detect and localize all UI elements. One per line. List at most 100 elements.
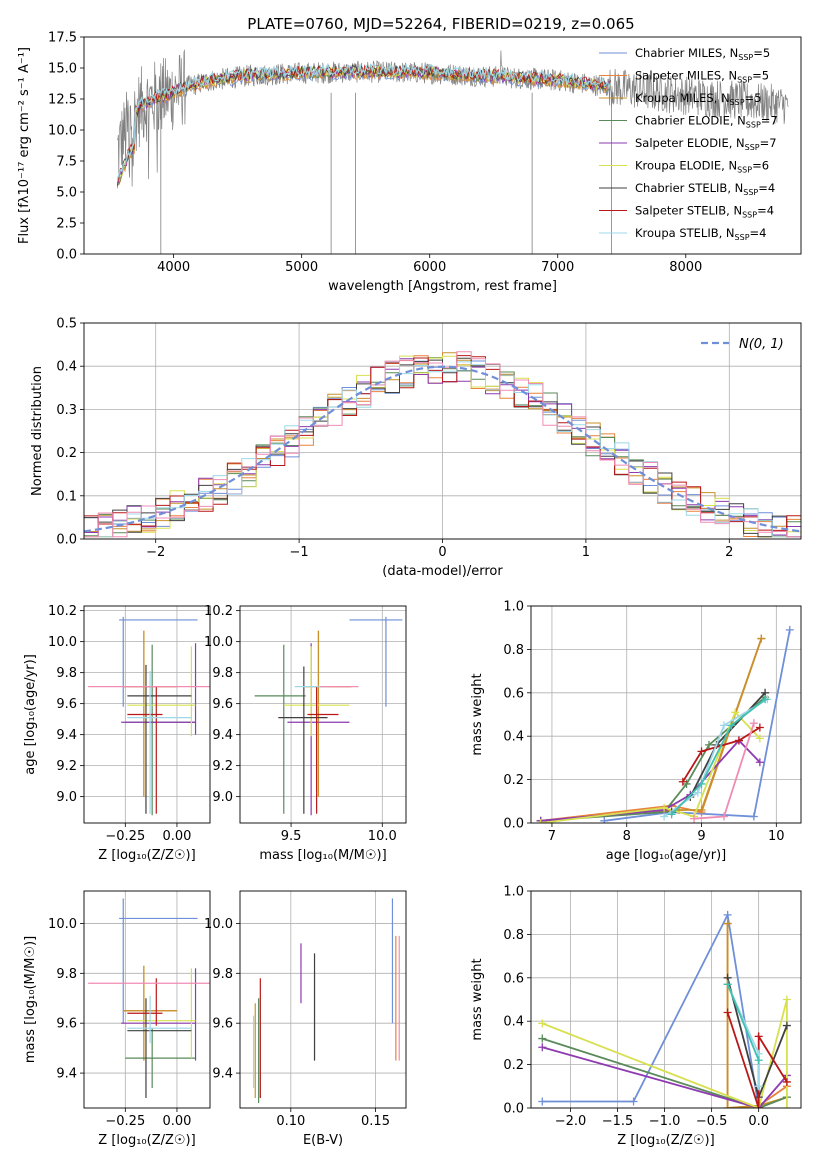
x-axis-label: E(B-V) — [303, 1133, 343, 1148]
legend-label-main: Chabrier STELIB, N — [635, 181, 743, 195]
legend-label: Kroupa STELIB, NSSP=4 — [635, 226, 766, 242]
weight-series-line — [726, 923, 788, 1108]
legend-label: Salpeter STELIB, NSSP=4 — [635, 204, 774, 220]
panel-age_vs_Z: −0.25 0.00 9.0 9.2 9.4 9.6 9.8 10.0 10.2 Z [log₁₀… — [23, 604, 211, 863]
weight-point-marker — [723, 910, 732, 919]
y-tick-label: 0.5 — [56, 317, 77, 332]
legend-label-sub: SSP — [743, 188, 758, 197]
y-tick-label: 9.2 — [56, 759, 77, 774]
y-tick-label: 0.4 — [503, 1015, 524, 1030]
x-axis-label: age [log₁₀(age/yr)] — [606, 848, 727, 863]
y-tick-label: 0.0 — [56, 533, 77, 548]
y-axis-label: Normed distribution — [30, 366, 45, 496]
weight-point-marker — [757, 634, 766, 643]
weight-point-marker — [705, 740, 714, 749]
legend-label-main: Chabrier ELODIE, N — [635, 114, 746, 128]
y-tick-label: 0.0 — [503, 817, 524, 832]
weight-series-line — [542, 1046, 788, 1108]
weight-point-marker — [536, 819, 545, 823]
legend-label: Salpeter ELODIE, NSSP=7 — [635, 136, 777, 152]
weight-point-marker — [723, 1008, 732, 1017]
axes-frame — [239, 605, 407, 824]
histogram-series — [84, 357, 801, 539]
y-tick-label: 10.0 — [48, 635, 77, 650]
weight-point-marker — [754, 1104, 763, 1108]
axes-frame — [83, 36, 802, 255]
legend-label-main: Salpeter MILES, N — [635, 69, 737, 83]
legend-label-suffix: =4 — [750, 226, 767, 240]
legend-label-main: Chabrier MILES, N — [635, 46, 738, 60]
legend-label-suffix: =5 — [752, 69, 769, 83]
y-tick-label: 15.0 — [48, 62, 77, 77]
weight-point-marker — [782, 1077, 791, 1086]
y-tick-label: 9.4 — [212, 728, 233, 743]
legend-label-suffix: =5 — [753, 46, 770, 60]
x-tick-label: 6000 — [413, 260, 446, 275]
weight-point-marker — [693, 788, 702, 797]
legend-label-sub: SSP — [730, 98, 745, 107]
y-axis-label: Flux [fλ10⁻¹⁷ erg cm⁻² s⁻¹ A⁻¹] — [17, 47, 32, 244]
weight-point-marker — [749, 719, 758, 728]
axes-frame — [83, 605, 211, 824]
y-tick-label: 0.8 — [503, 643, 524, 658]
y-tick-label: 5.0 — [56, 186, 77, 201]
y-tick-label: 0.6 — [503, 971, 524, 986]
weight-point-marker — [755, 734, 764, 743]
weight-point-marker — [538, 1019, 547, 1028]
legend-label-main: Kroupa MILES, N — [635, 91, 730, 105]
y-tick-label: 9.4 — [56, 1067, 77, 1082]
y-tick-label: 10.2 — [48, 604, 77, 619]
y-tick-label: 10.0 — [48, 124, 77, 139]
x-tick-label: 0.15 — [361, 1114, 390, 1129]
panel-weight_vs_age: 7 8 9 10 0.0 0.2 0.4 0.6 0.8 1.0 age [log₁₀(age/yr… — [470, 600, 802, 863]
x-axis-label: Z [log₁₀(Z/Z☉)] — [98, 1133, 195, 1148]
x-tick-label: −1 — [290, 545, 309, 560]
panel-mass_vs_Z: −0.25 0.00 9.4 9.6 9.8 10.0 Z [log₁₀(Z/Z☉)] mas… — [23, 890, 211, 1148]
weight-point-marker — [723, 980, 732, 989]
weight-series-line — [541, 999, 788, 1108]
weight-point-marker — [761, 695, 770, 704]
y-axis-label: mass [log₁₀(M/M☉)] — [23, 936, 38, 1063]
legend-label-sub: SSP — [738, 53, 753, 62]
y-tick-label: 9.8 — [212, 967, 233, 982]
panel-weight_vs_Z: −2.0 −1.5 −1.0 −0.5 0.0 0.0 0.2 0.4 0.6 0.8 1.0 Z [… — [470, 885, 802, 1148]
legend-label-sub: SSP — [745, 143, 760, 152]
y-tick-label: 0.1 — [56, 489, 77, 504]
x-tick-label: 0.0 — [748, 1114, 769, 1129]
weight-point-marker — [782, 995, 791, 1004]
legend-label: Chabrier STELIB, NSSP=4 — [635, 181, 775, 197]
weight-point-marker — [723, 1104, 732, 1108]
y-tick-label: 9.6 — [212, 1017, 233, 1032]
legend-label-sub: SSP — [742, 211, 757, 220]
x-tick-label: −1.5 — [602, 1114, 634, 1129]
x-axis-label: Z [log₁₀(Z/Z☉)] — [617, 1133, 714, 1148]
legend-label: Salpeter MILES, NSSP=5 — [635, 69, 769, 85]
legend-label-suffix: =5 — [745, 91, 762, 105]
weight-point-marker — [754, 1056, 763, 1065]
legend-label: Chabrier MILES, NSSP=5 — [635, 46, 770, 62]
normal-reference-curve — [84, 365, 801, 533]
weight-point-marker — [782, 1021, 791, 1030]
axes-frame — [83, 890, 211, 1109]
y-axis-label: mass weight — [470, 958, 485, 1040]
weight-series-line — [726, 983, 760, 1061]
x-tick-label: 8000 — [669, 260, 702, 275]
weight-series-line — [542, 1037, 788, 1108]
weight-point-marker — [538, 1034, 547, 1043]
weight-point-marker — [538, 1043, 547, 1052]
y-tick-label: 0.3 — [56, 403, 77, 418]
x-tick-label: 9 — [697, 829, 705, 844]
weight-point-marker — [723, 919, 732, 928]
weight-point-marker — [629, 1097, 638, 1106]
plot-area — [88, 616, 210, 816]
y-tick-label: 9.4 — [56, 728, 77, 743]
weight-point-marker — [754, 1082, 763, 1091]
histogram-series — [84, 351, 801, 539]
x-tick-label: 0 — [438, 545, 446, 560]
legend-label-main: Kroupa STELIB, N — [635, 226, 735, 240]
x-tick-label: 10 — [768, 829, 785, 844]
x-tick-label: 10.0 — [368, 829, 397, 844]
legend-label: N(0, 1) — [739, 337, 784, 352]
weight-point-marker — [731, 708, 740, 717]
x-tick-label: −0.5 — [696, 1114, 728, 1129]
